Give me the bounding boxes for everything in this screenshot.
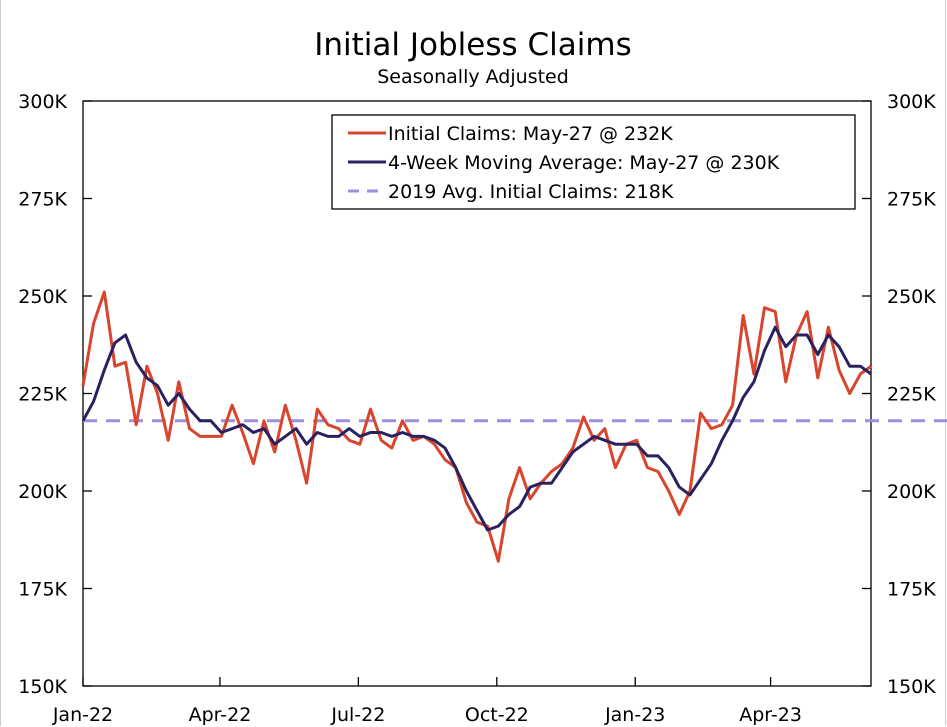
chart-subtitle: Seasonally Adjusted — [377, 66, 569, 88]
y-tick-label-right: 200K — [887, 481, 936, 503]
y-tick-label-left: 200K — [18, 481, 67, 503]
y-tick-label-left: 150K — [18, 676, 67, 698]
x-tick-label: Oct-22 — [465, 704, 529, 726]
y-tick-label-right: 275K — [887, 189, 936, 211]
y-tick-label-right: 175K — [887, 579, 936, 601]
y-tick-label-left: 250K — [18, 286, 67, 308]
legend-label: 2019 Avg. Initial Claims: 218K — [388, 181, 674, 203]
chart-title: Initial Jobless Claims — [314, 27, 631, 63]
x-tick-label: Apr-22 — [189, 704, 252, 726]
legend: Initial Claims: May-27 @ 232K 4-Week Movi… — [331, 114, 856, 210]
legend-label: 4-Week Moving Average: May-27 @ 230K — [388, 152, 780, 174]
series-line-0 — [81, 290, 872, 563]
x-tick-label: Apr-23 — [739, 704, 802, 726]
legend-box — [331, 114, 856, 210]
x-tick-label: Jan-22 — [52, 704, 113, 726]
x-tick-label: Jan-23 — [604, 704, 665, 726]
y-tick-label-right: 250K — [887, 286, 936, 308]
axes: 150K 150K 175K 175K 200K 200K 225K 225K 250K 250K… — [18, 91, 936, 726]
y-tick-label-right: 300K — [887, 91, 936, 113]
x-tick-label: Jul-22 — [330, 704, 385, 726]
y-tick-label-left: 275K — [18, 189, 67, 211]
y-tick-label-left: 300K — [18, 91, 67, 113]
series-line-1 — [81, 325, 872, 532]
y-tick-label-left: 175K — [18, 579, 67, 601]
y-tick-label-right: 150K — [887, 676, 936, 698]
y-tick-label-left: 225K — [18, 384, 67, 406]
y-tick-label-right: 225K — [887, 384, 936, 406]
legend-label: Initial Claims: May-27 @ 232K — [388, 123, 673, 145]
series-layer — [81, 290, 947, 563]
